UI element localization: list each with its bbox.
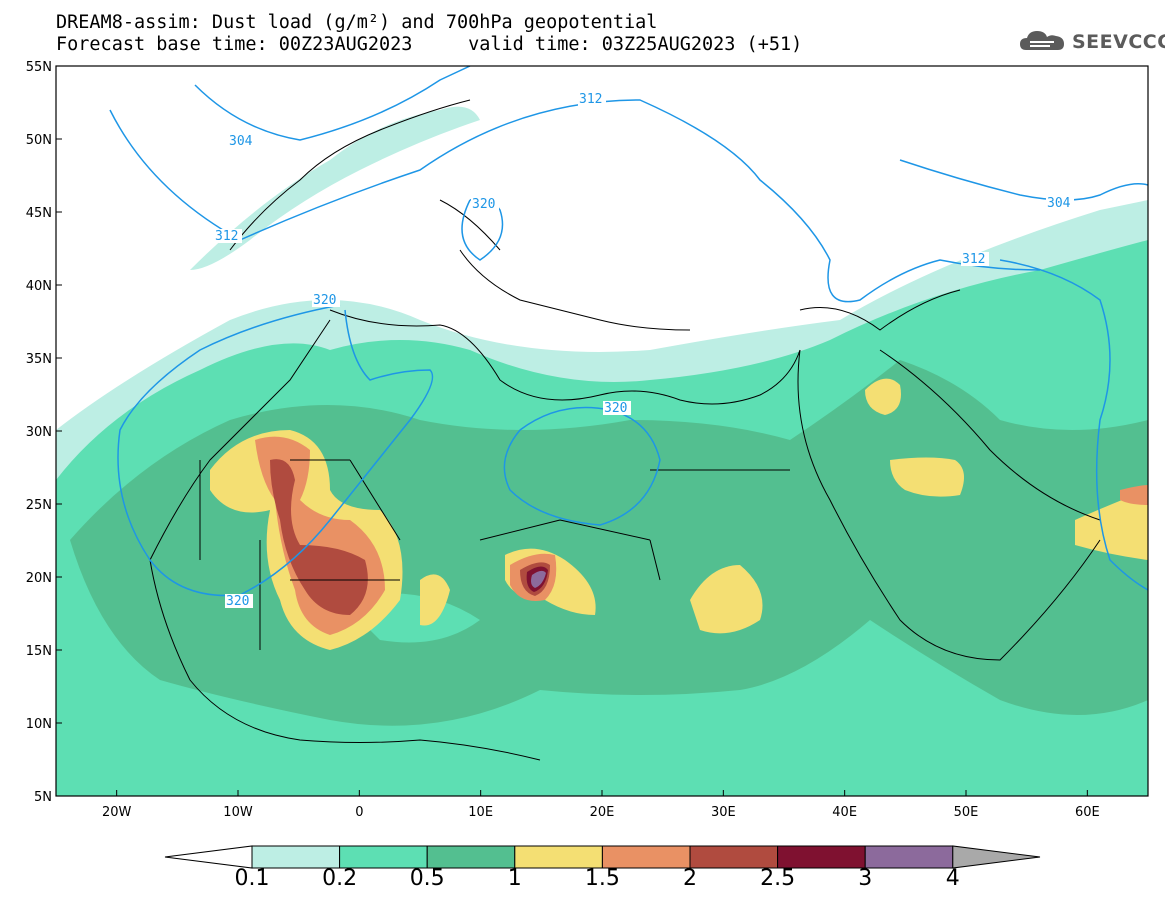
contour-304-west [194,66,471,141]
map-title: DREAM8-assim: Dust load (g/m²) and 700hP… [56,12,658,33]
lon-tick-label: 10W [223,805,253,820]
colorbar-label: 4 [945,866,960,891]
colorbar-segment [514,845,603,869]
colorbar-label: 0.2 [322,866,358,891]
contour-label: 304 [1047,196,1071,211]
contour-label: 312 [215,229,238,244]
logo-text: SEEVCCC [1072,31,1165,53]
contour-320-libya [503,406,661,526]
lat-tick-label: 55N [26,60,52,75]
lat-tick-label: 10N [26,717,52,732]
lat-tick-label: 50N [26,133,52,148]
colorbar-segment [864,845,954,869]
contour-312-east [999,259,1148,591]
colorbar-label: 2.5 [760,866,796,891]
colorbar-segment [251,845,341,869]
lat-tick-label: 40N [26,279,52,294]
lat-tick-label: 15N [26,644,52,659]
lat-tick-label: 35N [26,352,52,367]
contour-label: 312 [579,92,602,107]
colorbar-segment [689,845,779,869]
contour-label: 304 [229,134,253,149]
colorbar-label: 3 [858,866,873,891]
colorbar-legend [164,845,1041,869]
dust-band-3 [531,570,546,588]
contour-label: 320 [472,197,495,212]
forecast-time-subtitle: Forecast base time: 00Z23AUG2023 valid t… [56,34,803,55]
colorbar-segment [426,845,516,869]
lon-tick-label: 40E [832,805,857,820]
colorbar-label: 2 [683,866,697,891]
geopotential-contours [109,66,1148,597]
lon-tick-label: 0 [355,805,363,820]
longitude-axis: 20W 10W 0 10E 20E 30E 40E 50E 60E [102,790,1100,820]
dust-fields [56,66,1148,796]
colorbar-segment [777,845,866,869]
lon-tick-label: 20E [590,805,615,820]
colorbar-low-arrow [164,845,253,869]
lon-tick-label: 20W [102,805,132,820]
colorbar-high-arrow [952,845,1041,869]
contour-label: 312 [962,252,985,267]
colorbar-label: 1 [507,866,522,891]
contour-label: 320 [226,594,249,609]
lon-tick-label: 10E [468,805,493,820]
contour-312-north [109,99,1041,303]
seevccc-logo: SEEVCCC [1018,26,1165,58]
contour-320-main [117,304,434,597]
dust-band-2 [270,459,368,615]
contour-label: 320 [604,401,627,416]
colorbar-label: 1.5 [584,866,620,891]
lat-tick-label: 45N [26,206,52,221]
cloud-icon [1020,31,1064,50]
lat-tick-label: 20N [26,571,52,586]
coastlines-borders [149,99,1101,761]
lat-tick-label: 30N [26,425,52,440]
contour-labels: 304 312 320 320 320 312 320 312 304 [214,92,1074,609]
colorbar-segment [339,845,428,869]
lon-tick-label: 30E [711,805,736,820]
lat-tick-label: 5N [34,790,52,805]
colorbar-label: 0.1 [234,866,270,891]
colorbar-segment [601,845,691,869]
lon-tick-label: 50E [954,805,979,820]
lon-tick-label: 60E [1075,805,1100,820]
contour-label: 320 [313,293,336,308]
latitude-axis: 55N 50N 45N 40N 35N 30N 25N 20N 15N 10N 5N [26,60,62,805]
lat-tick-label: 25N [26,498,52,513]
colorbar-label: 0.5 [409,866,445,891]
